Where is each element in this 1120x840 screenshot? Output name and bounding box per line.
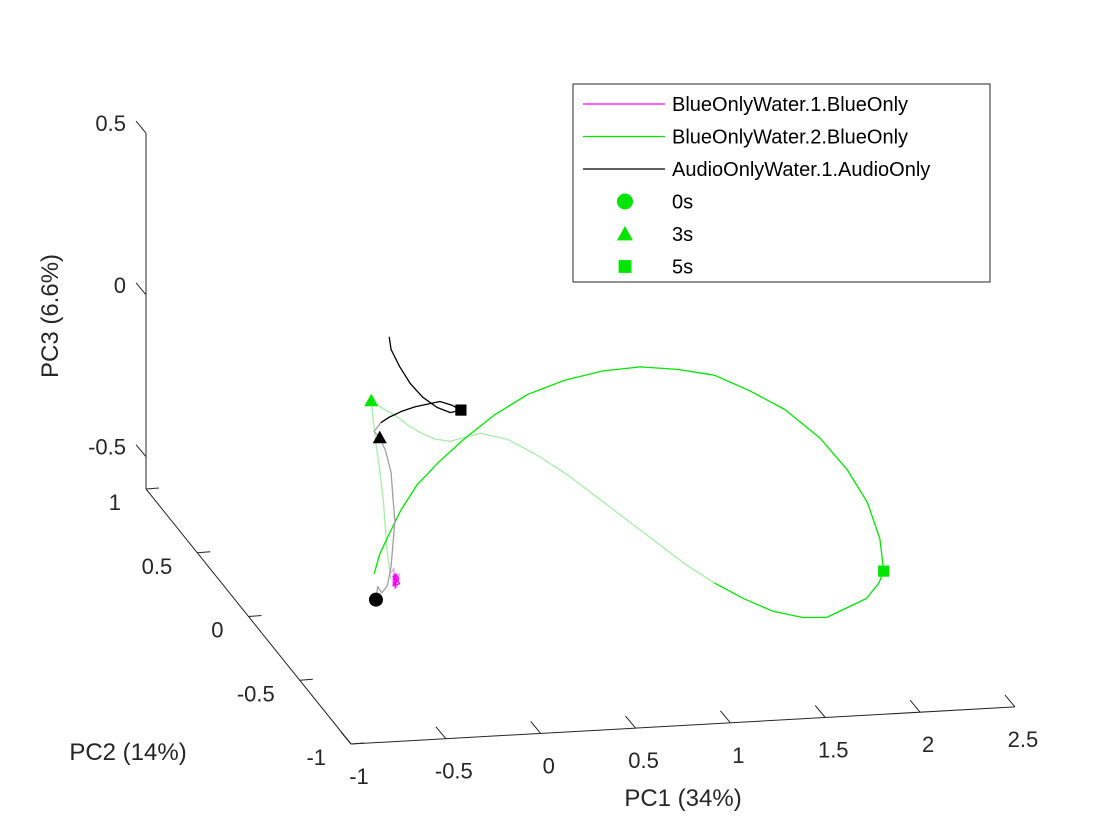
legend-label: AudioOnlyWater.1.AudioOnly — [672, 159, 930, 181]
y-tick — [197, 551, 211, 554]
y-axis-label: PC2 (14%) — [69, 739, 186, 766]
x-tick — [340, 731, 352, 745]
series-line-faded — [370, 399, 715, 584]
y-tick-label: -1 — [306, 745, 326, 770]
x-tick-label: -1 — [349, 764, 369, 789]
y-tick — [248, 615, 262, 617]
legend-label: 3s — [672, 224, 693, 246]
z-tick — [135, 444, 147, 457]
y-tick — [145, 487, 160, 490]
series-line — [392, 573, 401, 589]
x-axis-line — [350, 706, 1015, 745]
legend-swatch-triangle — [617, 226, 633, 241]
z-tick — [135, 120, 147, 134]
x-tick-label: 2.5 — [1008, 727, 1039, 752]
legend-box — [572, 83, 991, 283]
legend: BlueOnlyWater.1.BlueOnly BlueOnlyWater.2.… — [572, 83, 991, 283]
z-tick — [135, 282, 147, 296]
y-tick-label: 0 — [211, 618, 223, 643]
time-marker-triangle — [364, 393, 379, 407]
x-tick — [435, 726, 447, 740]
legend-swatch-square — [618, 260, 632, 273]
series-line — [373, 366, 885, 619]
x-tick — [720, 710, 731, 724]
x-tick — [909, 699, 921, 713]
z-tick-label: -0.5 — [88, 435, 126, 460]
y-tick-label: -0.5 — [237, 681, 275, 706]
x-tick-label: -0.5 — [435, 759, 473, 784]
axes: -1 -0.5 0 0.5 1 1.5 2 2.5 -1 -0.5 0 0.5 1 -0.5 0 0.5 — [88, 111, 1038, 789]
y-tick — [350, 742, 365, 745]
x-tick — [1004, 694, 1016, 708]
time-marker-square — [455, 404, 467, 416]
legend-swatch-circle — [617, 193, 633, 210]
x-tick-label: 0 — [543, 753, 555, 778]
x-tick-label: 2 — [922, 732, 934, 757]
series-line — [380, 336, 462, 424]
x-tick-label: 1 — [732, 743, 744, 768]
x-tick — [530, 721, 542, 734]
time-marker-triangle — [372, 430, 387, 444]
legend-label: BlueOnlyWater.2.BlueOnly — [672, 127, 908, 149]
legend-label: BlueOnlyWater.1.BlueOnly — [672, 94, 908, 116]
x-axis-label: PC1 (34%) — [624, 785, 741, 812]
x-tick-label: 1.5 — [818, 738, 849, 763]
y-tick — [299, 678, 313, 681]
x-tick — [814, 705, 826, 718]
x-tick-label: 0.5 — [628, 748, 659, 773]
time-marker-circle — [368, 592, 383, 607]
y-tick-label: 0.5 — [142, 554, 173, 579]
markers-group — [364, 393, 890, 607]
z-tick-label: 0 — [114, 273, 126, 298]
legend-label: 0s — [672, 192, 693, 214]
y-tick-label: 1 — [109, 490, 121, 515]
z-tick-label: 0.5 — [95, 111, 126, 136]
time-marker-square — [878, 565, 890, 577]
series-group — [370, 336, 885, 619]
z-axis-label: PC3 (6.6%) — [37, 254, 64, 378]
legend-label: 5s — [672, 257, 693, 279]
x-tick — [625, 715, 636, 729]
